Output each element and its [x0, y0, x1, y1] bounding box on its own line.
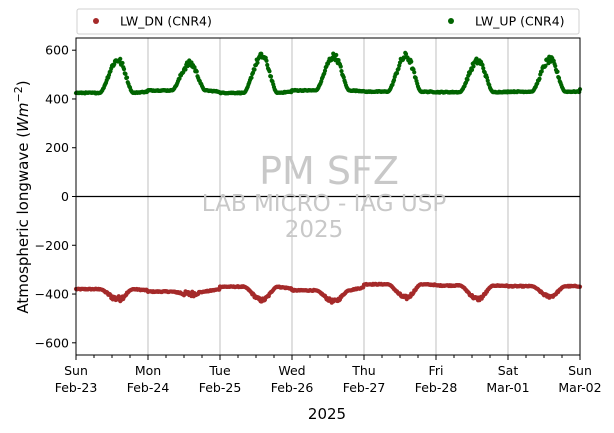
data-point — [123, 71, 128, 76]
data-point — [403, 51, 409, 57]
x-tick-label-date: Feb-27 — [343, 380, 386, 395]
series-lw-up — [73, 50, 583, 96]
legend-label-lw-up: LW_UP (CNR4) — [475, 14, 565, 29]
y-axis: 600 400 200 0 −200 −400 −600 — [35, 43, 76, 350]
x-tick-label-day: Tue — [208, 363, 231, 378]
x-tick-label-day: Mon — [135, 363, 161, 378]
data-point — [267, 69, 272, 74]
data-point — [543, 63, 548, 68]
data-point — [177, 76, 182, 81]
y-tick-label: 0 — [61, 189, 69, 204]
x-tick-label-date: Feb-25 — [199, 380, 242, 395]
x-tick-label-day: Thu — [351, 363, 375, 378]
data-point — [265, 62, 270, 68]
data-point — [341, 75, 346, 80]
data-point — [118, 56, 123, 61]
x-tick-label-day: Wed — [278, 363, 305, 378]
legend-frame — [76, 8, 580, 35]
data-point — [480, 62, 485, 68]
data-point — [194, 69, 199, 74]
x-axis-label: 2025 — [308, 405, 346, 423]
data-point — [121, 67, 127, 72]
data-point — [555, 69, 560, 74]
watermark: PM SFZ LAB MICRO - IAG USP 2025 — [202, 149, 447, 243]
data-point — [394, 71, 400, 76]
y-axis-label-exponent: −2 — [12, 86, 25, 102]
y-axis-label: Atmospheric longwave (Wm−2) — [12, 80, 33, 313]
data-point — [537, 76, 542, 81]
data-point — [252, 67, 257, 72]
watermark-year: 2025 — [285, 217, 344, 243]
y-axis-label-close: ) — [14, 80, 32, 86]
data-point — [412, 70, 417, 75]
data-point — [469, 67, 475, 72]
watermark-lab: LAB MICRO - IAG USP — [202, 191, 447, 217]
x-tick-label-date: Feb-24 — [127, 380, 170, 395]
x-tick-label-day: Sun — [64, 363, 88, 378]
data-point — [396, 66, 401, 71]
watermark-title: PM SFZ — [259, 149, 399, 193]
x-axis: Sun Feb-23 Mon Feb-24 Tue Feb-25 Wed Feb-26 Thu F… — [55, 355, 602, 395]
x-tick-label-date: Mar-02 — [558, 380, 601, 395]
data-point — [338, 64, 343, 69]
data-point — [481, 66, 486, 71]
x-tick-label-date: Feb-23 — [55, 380, 98, 395]
y-axis-label-unit: Wm — [14, 102, 32, 131]
x-tick-label-day: Sun — [568, 363, 592, 378]
y-tick-label: 600 — [45, 43, 69, 58]
x-tick-label-date: Mar-01 — [486, 380, 529, 395]
y-tick-label: −400 — [35, 287, 69, 302]
x-tick-label-day: Fri — [429, 363, 444, 378]
data-point — [120, 60, 125, 66]
data-point — [334, 52, 339, 58]
data-point — [124, 75, 130, 80]
y-tick-label: 200 — [45, 140, 69, 155]
data-point — [255, 60, 260, 65]
data-point — [339, 68, 344, 74]
data-point — [322, 68, 328, 73]
data-point — [391, 77, 397, 83]
legend-label-lw-dn: LW_DN (CNR4) — [120, 14, 212, 29]
data-point — [192, 65, 197, 70]
data-point — [249, 75, 254, 80]
y-axis-label-text: Atmospheric longwave ( — [14, 132, 32, 314]
legend-marker-lw-up — [448, 18, 454, 24]
x-tick-label-day: Sat — [498, 363, 519, 378]
data-point — [553, 63, 558, 69]
data-point — [268, 74, 274, 79]
data-point — [264, 58, 269, 63]
data-point — [556, 75, 562, 81]
legend-marker-lw-dn — [93, 18, 99, 24]
series-lw-dn — [73, 281, 583, 305]
data-point — [336, 57, 341, 63]
data-point — [465, 77, 470, 82]
legend: LW_DN (CNR4) LW_UP (CNR4) — [76, 8, 580, 35]
data-point — [471, 64, 476, 69]
y-tick-label: −600 — [35, 335, 69, 350]
data-point — [539, 69, 544, 74]
x-tick-label-date: Feb-28 — [415, 380, 458, 395]
data-point — [183, 67, 188, 72]
data-point — [250, 70, 256, 75]
y-tick-label: −200 — [35, 238, 69, 253]
y-tick-label: 400 — [45, 91, 69, 106]
x-tick-label-date: Feb-26 — [271, 380, 314, 395]
data-point — [409, 59, 414, 64]
